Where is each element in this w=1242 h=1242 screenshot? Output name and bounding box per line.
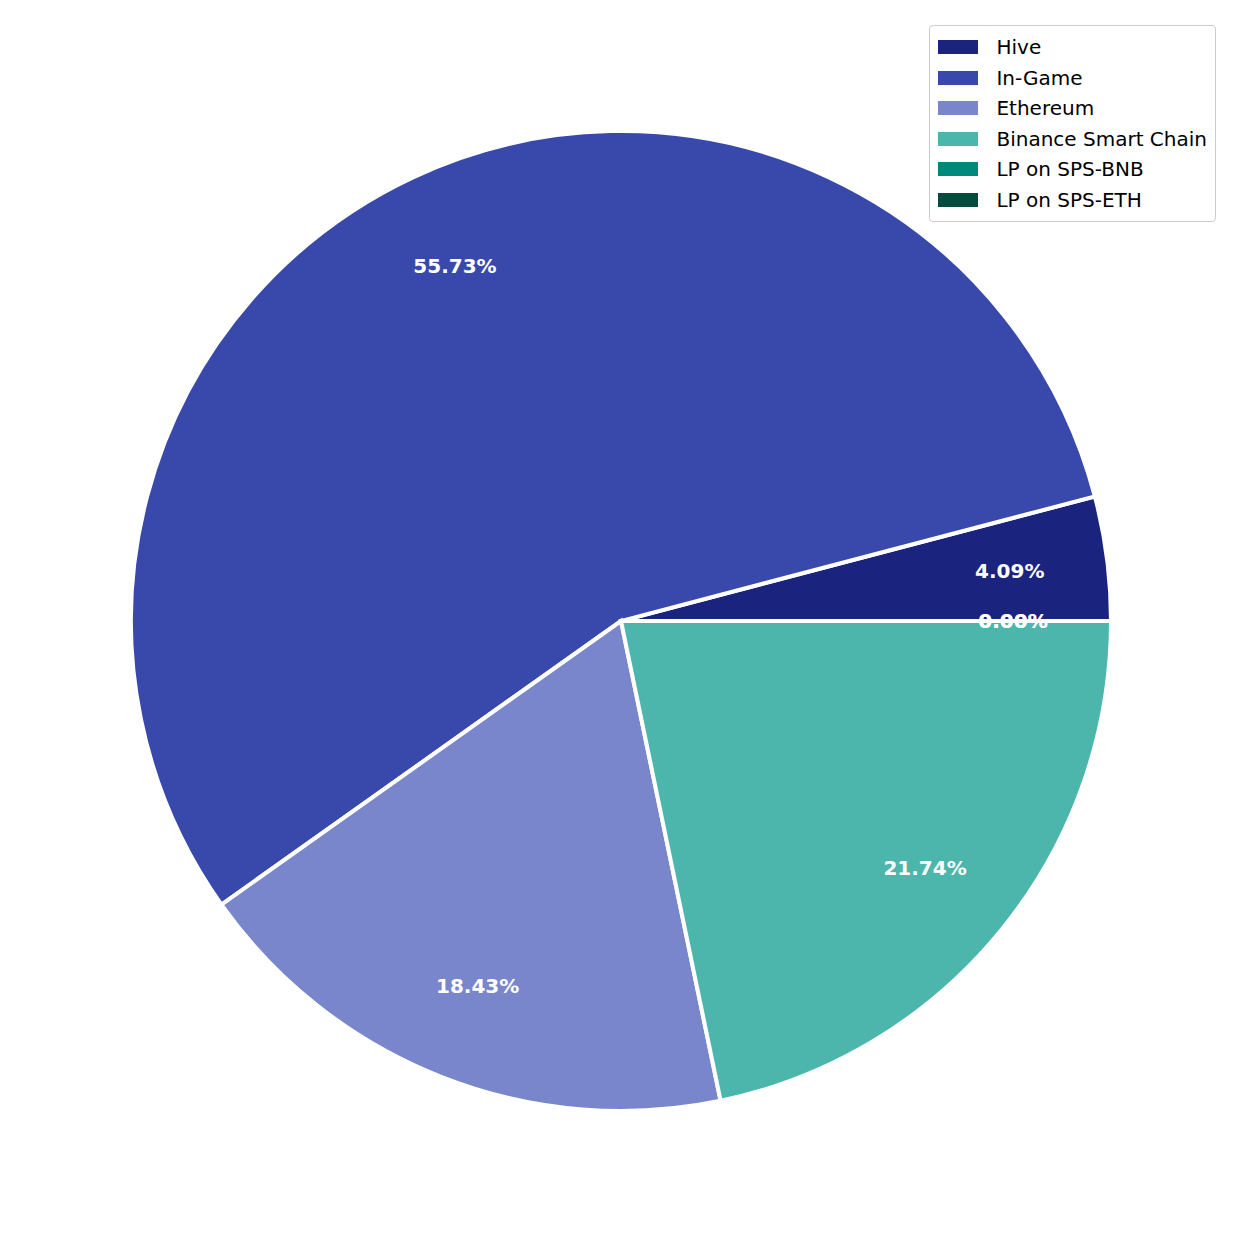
html-text:In-Game: In-Game <box>996 65 1083 90</box>
svg-text:0.00%: 0.00% <box>978 609 1047 633</box>
svg-text:0.00%: 0.00% <box>978 609 1047 633</box>
svg-text:55.73%: 55.73% <box>413 254 496 278</box>
svg-text:21.74%: 21.74% <box>883 856 966 880</box>
html-text:Hive: Hive <box>996 35 1042 60</box>
html-text:LP on SPS-BNB: LP on SPS-BNB <box>996 157 1144 182</box>
html-text:LP on SPS-ETH: LP on SPS-ETH <box>996 187 1142 212</box>
html-text:Binance Smart Chain: Binance Smart Chain <box>996 126 1207 151</box>
svg-text:4.09%: 4.09% <box>975 559 1044 583</box>
html-text:Ethereum: Ethereum <box>996 96 1095 121</box>
svg-text:18.43%: 18.43% <box>436 974 519 998</box>
